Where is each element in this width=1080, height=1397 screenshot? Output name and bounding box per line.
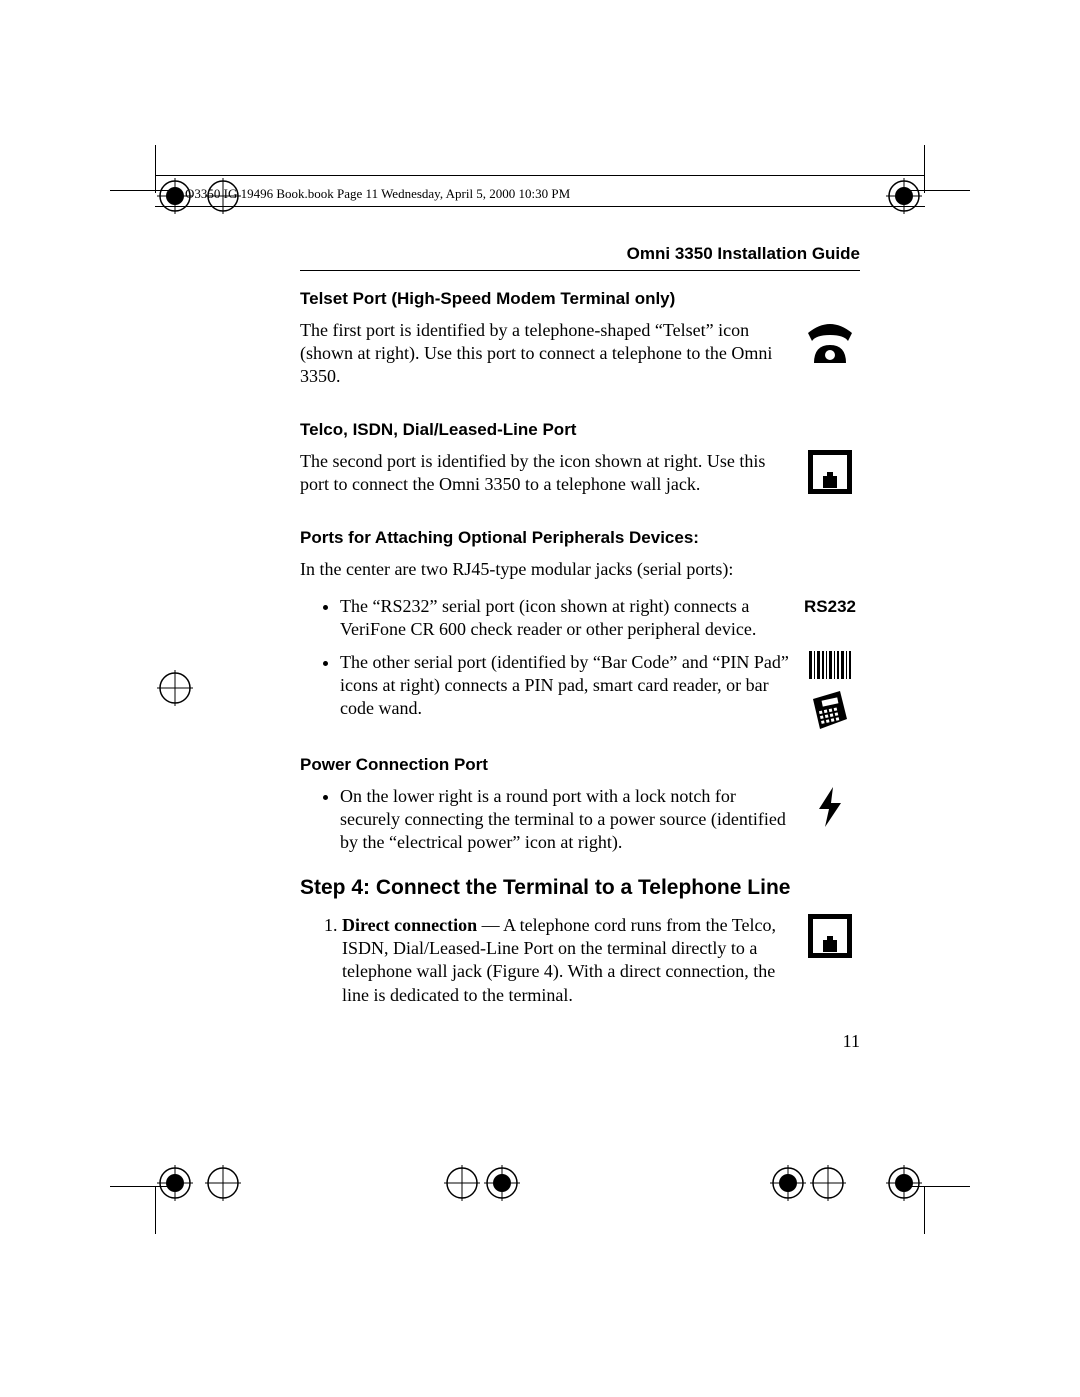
power-lightning-icon xyxy=(815,785,845,835)
rs232-label: RS232 xyxy=(804,597,856,616)
crop-mark xyxy=(155,1186,156,1234)
page-header-text: O3350 IG 19496 Book.book Page 11 Wednesd… xyxy=(185,186,570,202)
registration-mark xyxy=(770,1165,806,1206)
page-content: Omni 3350 Installation Guide Telset Port… xyxy=(300,244,860,1052)
pinpad-icon xyxy=(810,689,850,737)
registration-mark xyxy=(157,670,193,711)
page-number: 11 xyxy=(300,1031,860,1052)
step4-item1-lead: Direct connection xyxy=(342,915,477,935)
registration-mark xyxy=(157,1165,193,1206)
wall-jack-icon xyxy=(808,914,852,964)
step4-title: Step 4: Connect the Terminal to a Teleph… xyxy=(300,876,860,900)
registration-mark xyxy=(810,1165,846,1206)
barcode-icon xyxy=(808,651,852,685)
registration-mark xyxy=(205,1165,241,1206)
telset-body: The first port is identified by a teleph… xyxy=(300,319,784,388)
step4-item1: Direct connection — A telephone cord run… xyxy=(342,914,790,1006)
telset-heading: Telset Port (High-Speed Modem Terminal o… xyxy=(300,289,860,309)
rs232-bullet: The “RS232” serial port (icon shown at r… xyxy=(340,595,790,641)
registration-mark xyxy=(444,1165,480,1206)
telco-body: The second port is identified by the ico… xyxy=(300,450,784,496)
barcode-pinpad-bullet: The other serial port (identified by “Ba… xyxy=(340,651,790,720)
registration-mark xyxy=(484,1165,520,1206)
telco-heading: Telco, ISDN, Dial/Leased-Line Port xyxy=(300,420,860,440)
running-head: Omni 3350 Installation Guide xyxy=(300,244,860,271)
wall-jack-icon xyxy=(808,450,852,499)
crop-mark xyxy=(924,1186,925,1234)
registration-mark xyxy=(886,1165,922,1206)
power-heading: Power Connection Port xyxy=(300,755,860,775)
peripherals-intro: In the center are two RJ45-type modular … xyxy=(300,558,860,581)
power-bullet: On the lower right is a round port with … xyxy=(340,785,790,854)
telephone-icon xyxy=(804,319,856,370)
peripherals-heading: Ports for Attaching Optional Peripherals… xyxy=(300,528,860,548)
